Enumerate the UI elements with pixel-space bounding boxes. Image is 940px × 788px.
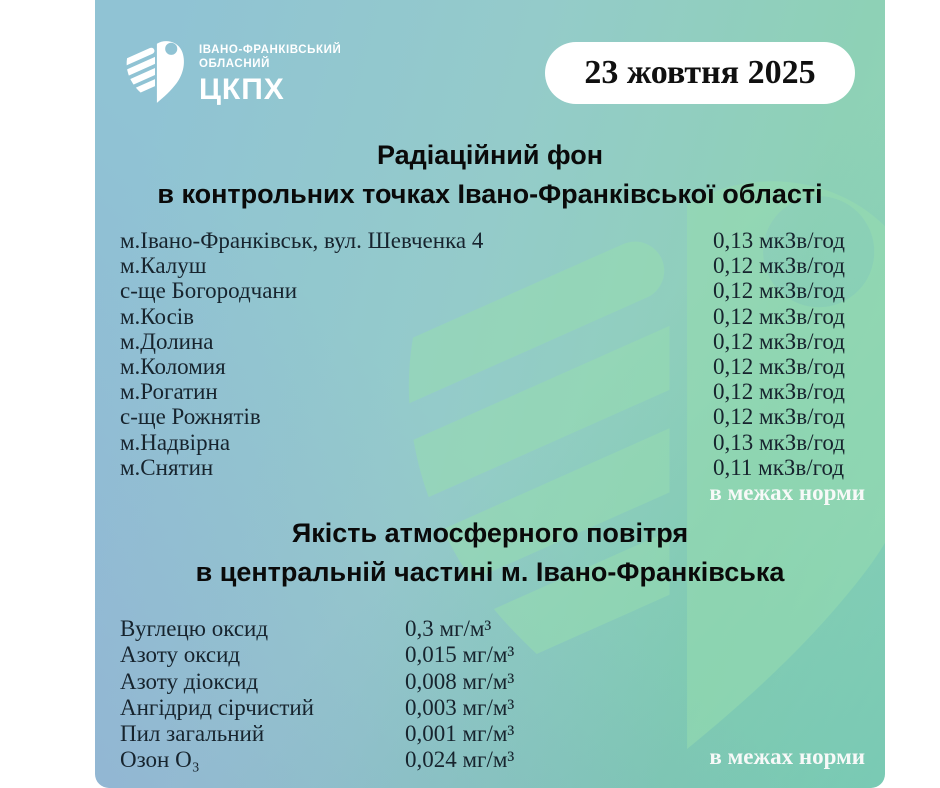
org-name-line1: ІВАНО-ФРАНКІВСЬКИЙ [199,44,342,56]
radiation-location: м.Рогатин [120,379,218,405]
radiation-location: м.Івано-Франківськ, вул. Шевченка 4 [120,228,484,253]
radiation-row: м.Рогатин 0,12 мкЗв/год [120,379,865,404]
radiation-row: м.Коломия 0,12 мкЗв/год [120,354,865,379]
air-table: Вуглецю оксид 0,3 мг/м³ Азоту оксид 0,01… [120,616,640,774]
shield-watermark-icon [377,152,885,788]
radiation-value: 0,12 мкЗв/год [713,253,845,279]
air-row: Азоту оксид 0,015 мг/м³ [120,642,640,668]
air-status-badge: в межах норми [709,744,865,769]
radiation-value: 0,12 мкЗв/год [713,303,845,329]
radiation-location: с-ще Богородчани [120,278,298,304]
radiation-location: м.Калуш [120,253,207,279]
radiation-title: Радіаційний фон в контрольних точках Іва… [95,136,885,214]
radiation-row: м.Снятин 0,11 мкЗв/год [120,455,865,480]
air-pollutant: Азоту діоксид [120,668,259,694]
air-row: Ангідрид сірчистий 0,003 мг/м³ [120,695,640,721]
air-row: Озон О₃ 0,024 мг/м³ [120,747,640,773]
radiation-value: 0,12 мкЗв/год [713,354,845,380]
air-pollutant: Вуглецю оксид [120,616,269,641]
radiation-location: м.Снятин [120,454,214,480]
radiation-table: м.Івано-Франківськ, вул. Шевченка 4 0,13… [120,228,865,480]
org-logo: ІВАНО-ФРАНКІВСЬКИЙ ОБЛАСНИЙ ЦКПХ [123,38,341,108]
radiation-value: 0,11 мкЗв/год [713,454,845,480]
radiation-value: 0,13 мкЗв/год [713,228,845,253]
radiation-row: м.Косів 0,12 мкЗв/год [120,304,865,329]
infographic-card: ІВАНО-ФРАНКІВСЬКИЙ ОБЛАСНИЙ ЦКПХ 23 жовт… [95,0,885,788]
radiation-status-badge: в межах норми [709,480,865,505]
radiation-value: 0,12 мкЗв/год [713,379,845,405]
air-value: 0,024 мг/м³ [405,747,515,773]
air-value: 0,008 мг/м³ [405,668,515,694]
air-pollutant: Ангідрид сірчистий [120,694,314,720]
radiation-row: с-ще Рожнятів 0,12 мкЗв/год [120,404,865,429]
date-text: 23 жовтня 2025 [584,54,816,91]
radiation-row: м.Івано-Франківськ, вул. Шевченка 4 0,13… [120,228,865,253]
shield-logo-icon [123,38,187,108]
air-row: Пил загальний 0,001 мг/м³ [120,721,640,747]
radiation-value: 0,12 мкЗв/год [713,278,845,304]
radiation-title-line2: в контрольних точках Івано-Франківської … [157,179,823,209]
air-row: Азоту діоксид 0,008 мг/м³ [120,669,640,695]
air-pollutant: Пил загальний [120,721,265,747]
date-badge: 23 жовтня 2025 [545,42,855,104]
radiation-row: м.Долина 0,12 мкЗв/год [120,329,865,354]
air-title: Якість атмосферного повітря в центральні… [95,514,885,592]
air-pollutant: Азоту оксид [120,642,241,668]
radiation-title-line1: Радіаційний фон [376,140,604,170]
org-name-line2: ОБЛАСНИЙ [199,57,270,70]
org-name: ІВАНО-ФРАНКІВСЬКИЙ ОБЛАСНИЙ ЦКПХ [199,38,341,106]
radiation-location: м.Долина [120,328,214,354]
radiation-value: 0,12 мкЗв/год [713,328,845,354]
radiation-value: 0,12 мкЗв/год [713,404,845,430]
air-value: 0,3 мг/м³ [405,616,492,641]
org-name-abbr: ЦКПХ [199,73,285,106]
radiation-row: с-ще Богородчани 0,12 мкЗв/год [120,278,865,303]
radiation-value: 0,13 мкЗв/год [713,429,845,455]
air-pollutant: Озон О₃ [120,747,200,773]
air-value: 0,003 мг/м³ [405,694,515,720]
air-value: 0,001 мг/м³ [405,721,515,747]
radiation-location: м.Коломия [120,354,226,380]
radiation-location: м.Косів [120,303,195,329]
radiation-row: м.Надвірна 0,13 мкЗв/год [120,430,865,455]
air-row: Вуглецю оксид 0,3 мг/м³ [120,616,640,642]
air-title-line2: в центральній частині м. Івано-Франківсь… [195,557,785,587]
air-title-line1: Якість атмосферного повітря [291,518,689,548]
air-value: 0,015 мг/м³ [405,642,515,668]
radiation-location: с-ще Рожнятів [120,404,261,430]
radiation-location: м.Надвірна [120,429,231,455]
radiation-row: м.Калуш 0,12 мкЗв/год [120,253,865,278]
